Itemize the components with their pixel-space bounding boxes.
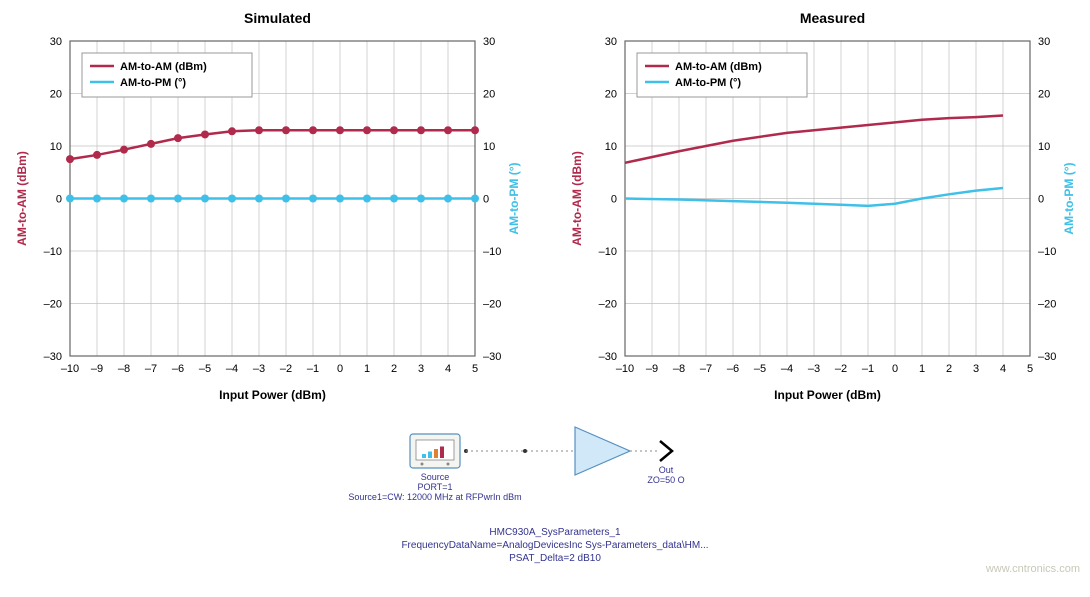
svg-text:–1: –1 [862, 363, 874, 375]
svg-text:4: 4 [445, 363, 451, 375]
svg-text:–2: –2 [280, 363, 292, 375]
svg-text:–3: –3 [253, 363, 265, 375]
svg-text:–3: –3 [808, 363, 820, 375]
svg-text:ZO=50 O: ZO=50 O [647, 475, 684, 485]
svg-text:–2: –2 [835, 363, 847, 375]
diagram-area: SourcePORT=1Source1=CW: 12000 MHz at RFP… [10, 426, 1090, 565]
svg-text:AM-to-AM (dBm): AM-to-AM (dBm) [675, 61, 762, 73]
caption-line-3: PSAT_Delta=2 dB10 [10, 552, 1090, 565]
svg-text:AM-to-AM (dBm): AM-to-AM (dBm) [120, 61, 207, 73]
svg-text:30: 30 [483, 36, 495, 48]
chart-svg-simulated: –10–9–8–7–6–5–4–3–2–1012345–30–20–100102… [10, 31, 530, 411]
svg-text:Source: Source [421, 472, 450, 482]
diagram-svg: SourcePORT=1Source1=CW: 12000 MHz at RFP… [295, 426, 815, 521]
svg-text:20: 20 [605, 89, 617, 101]
svg-text:–30: –30 [483, 351, 501, 363]
svg-text:AM-to-PM (°): AM-to-PM (°) [507, 162, 521, 234]
chart-measured: Measured –10–9–8–7–6–5–4–3–2–1012345–30–… [565, 10, 1090, 411]
svg-text:10: 10 [50, 141, 62, 153]
chart-title-simulated: Simulated [10, 10, 545, 26]
svg-text:–10: –10 [616, 363, 634, 375]
svg-text:–8: –8 [673, 363, 685, 375]
svg-text:–10: –10 [483, 246, 501, 258]
svg-text:–8: –8 [118, 363, 130, 375]
svg-text:–9: –9 [646, 363, 658, 375]
svg-text:0: 0 [337, 363, 343, 375]
svg-text:–10: –10 [61, 363, 79, 375]
svg-text:2: 2 [946, 363, 952, 375]
svg-text:1: 1 [919, 363, 925, 375]
diagram-caption: HMC930A_SysParameters_1 FrequencyDataNam… [10, 526, 1090, 565]
caption-line-2: FrequencyDataName=AnalogDevicesInc Sys-P… [10, 539, 1090, 552]
svg-text:–20: –20 [44, 299, 62, 311]
svg-text:–4: –4 [226, 363, 238, 375]
svg-text:–10: –10 [1038, 246, 1056, 258]
svg-text:10: 10 [483, 141, 495, 153]
svg-text:AM-to-PM (°): AM-to-PM (°) [675, 77, 741, 89]
svg-text:Input Power (dBm): Input Power (dBm) [774, 388, 881, 402]
svg-text:20: 20 [1038, 89, 1050, 101]
svg-text:–5: –5 [199, 363, 211, 375]
svg-text:–20: –20 [483, 299, 501, 311]
svg-text:20: 20 [50, 89, 62, 101]
svg-text:–20: –20 [599, 299, 617, 311]
svg-text:–7: –7 [145, 363, 157, 375]
svg-text:–4: –4 [781, 363, 793, 375]
charts-row: Simulated –10–9–8–7–6–5–4–3–2–1012345–30… [10, 10, 1090, 411]
svg-text:10: 10 [1038, 141, 1050, 153]
svg-text:AM-to-PM (°): AM-to-PM (°) [120, 77, 186, 89]
svg-text:–1: –1 [307, 363, 319, 375]
svg-text:10: 10 [605, 141, 617, 153]
svg-text:3: 3 [973, 363, 979, 375]
svg-text:0: 0 [1038, 194, 1044, 206]
svg-text:–9: –9 [91, 363, 103, 375]
caption-line-1: HMC930A_SysParameters_1 [10, 526, 1090, 539]
svg-text:–10: –10 [44, 246, 62, 258]
watermark: www.cntronics.com [986, 563, 1080, 575]
svg-text:–6: –6 [172, 363, 184, 375]
svg-text:–5: –5 [754, 363, 766, 375]
svg-text:AM-to-AM (dBm): AM-to-AM (dBm) [15, 151, 29, 246]
svg-text:0: 0 [611, 194, 617, 206]
svg-text:0: 0 [483, 194, 489, 206]
svg-text:AM-to-PM (°): AM-to-PM (°) [1062, 162, 1076, 234]
svg-text:–10: –10 [599, 246, 617, 258]
svg-text:–30: –30 [599, 351, 617, 363]
svg-text:Source1=CW: 12000 MHz at RFPwr: Source1=CW: 12000 MHz at RFPwrIn dBm [348, 492, 521, 502]
svg-text:2: 2 [391, 363, 397, 375]
svg-text:30: 30 [1038, 36, 1050, 48]
svg-text:0: 0 [892, 363, 898, 375]
svg-text:5: 5 [472, 363, 478, 375]
chart-svg-measured: –10–9–8–7–6–5–4–3–2–1012345–30–20–100102… [565, 31, 1085, 411]
svg-text:5: 5 [1027, 363, 1033, 375]
svg-text:–6: –6 [727, 363, 739, 375]
svg-text:30: 30 [605, 36, 617, 48]
svg-text:–30: –30 [44, 351, 62, 363]
svg-text:30: 30 [50, 36, 62, 48]
svg-text:–20: –20 [1038, 299, 1056, 311]
svg-text:–30: –30 [1038, 351, 1056, 363]
chart-simulated: Simulated –10–9–8–7–6–5–4–3–2–1012345–30… [10, 10, 545, 411]
svg-text:AM-to-AM (dBm): AM-to-AM (dBm) [570, 151, 584, 246]
chart-title-measured: Measured [565, 10, 1090, 26]
svg-text:0: 0 [56, 194, 62, 206]
page: Simulated –10–9–8–7–6–5–4–3–2–1012345–30… [10, 10, 1090, 587]
svg-text:Out: Out [659, 465, 674, 475]
svg-text:4: 4 [1000, 363, 1006, 375]
svg-text:Input Power (dBm): Input Power (dBm) [219, 388, 326, 402]
svg-text:3: 3 [418, 363, 424, 375]
svg-text:1: 1 [364, 363, 370, 375]
svg-text:PORT=1: PORT=1 [417, 482, 452, 492]
svg-text:20: 20 [483, 89, 495, 101]
svg-text:–7: –7 [700, 363, 712, 375]
